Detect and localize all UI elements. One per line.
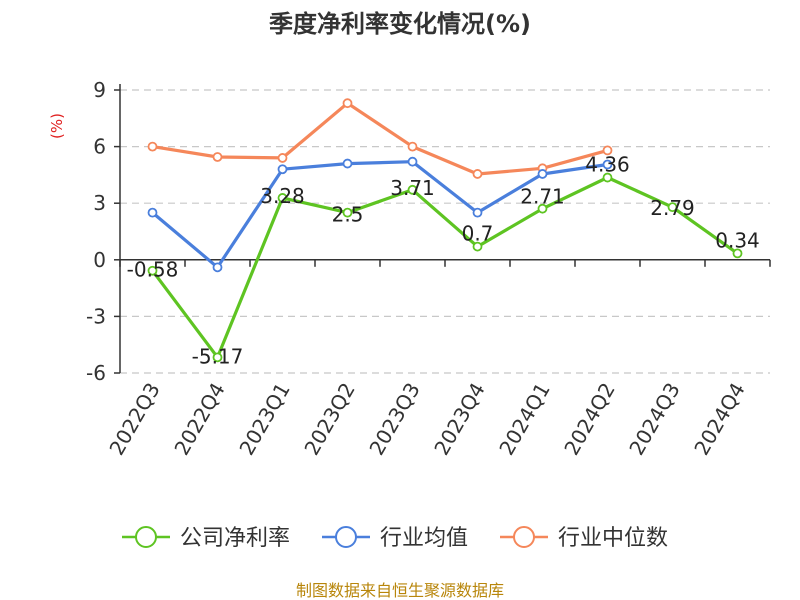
data-point xyxy=(667,202,678,213)
x-tick-label: 2023Q4 xyxy=(429,379,489,460)
data-source-note: 制图数据来自恒生聚源数据库 xyxy=(296,581,504,600)
data-point xyxy=(212,152,223,162)
series-1 xyxy=(147,156,613,273)
data-point xyxy=(537,169,548,179)
grid-lines xyxy=(114,89,770,374)
data-point xyxy=(602,172,613,183)
y-tick-labels: 9 6 3 0 -3 -6 xyxy=(86,78,106,385)
series-line xyxy=(150,160,610,269)
x-tick-label: 2023Q1 xyxy=(234,379,294,460)
data-point xyxy=(342,158,353,169)
data-point xyxy=(732,248,743,259)
data-point xyxy=(407,156,418,167)
data-point xyxy=(472,207,483,218)
data-label: 3.71 xyxy=(390,176,435,200)
data-label: 4.36 xyxy=(585,153,630,177)
legend-marker xyxy=(513,526,535,548)
legend-label: 公司净利率 xyxy=(180,526,290,551)
data-point xyxy=(472,241,483,252)
legend-item-0: 公司净利率 xyxy=(122,526,290,551)
data-label: 2.79 xyxy=(650,196,695,220)
legend-marker xyxy=(135,526,157,548)
x-tick-label: 2023Q3 xyxy=(364,379,424,460)
legend: 公司净利率 行业均值 行业中位数 xyxy=(122,526,668,551)
series-line xyxy=(150,101,610,176)
series-0 xyxy=(147,172,743,363)
data-point xyxy=(407,141,418,152)
series-line xyxy=(150,175,740,359)
data-point xyxy=(212,352,223,363)
x-tick-label: 2022Q4 xyxy=(169,379,229,460)
legend-item-1: 行业均值 xyxy=(322,526,468,551)
y-tick-label: -6 xyxy=(86,361,106,385)
legend-item-2: 行业中位数 xyxy=(500,526,668,551)
series-2 xyxy=(147,98,613,179)
y-axis-unit-label: (%) xyxy=(48,113,66,139)
data-point xyxy=(277,164,288,175)
x-tick-label: 2024Q2 xyxy=(559,379,619,460)
data-point xyxy=(147,141,158,152)
series-lines xyxy=(147,98,743,363)
data-point xyxy=(277,153,288,163)
data-label: 0.34 xyxy=(715,228,760,252)
legend-label: 行业中位数 xyxy=(558,526,668,551)
data-point xyxy=(342,98,353,109)
data-point xyxy=(342,207,353,218)
data-point xyxy=(212,262,223,273)
data-point xyxy=(407,184,418,195)
data-label: -0.58 xyxy=(127,258,179,282)
y-tick-label: -3 xyxy=(86,304,106,328)
legend-marker xyxy=(335,526,357,548)
data-label: 2.71 xyxy=(520,185,565,209)
data-point xyxy=(602,159,613,170)
data-label: 0.7 xyxy=(462,222,494,246)
data-label: 3.28 xyxy=(260,184,305,208)
x-tick-label: 2022Q3 xyxy=(104,379,164,460)
y-tick-label: 3 xyxy=(93,191,106,215)
data-label: 2.5 xyxy=(332,203,364,227)
y-tick-label: 6 xyxy=(93,135,106,159)
data-point xyxy=(472,169,483,179)
data-point xyxy=(537,203,548,214)
y-tick-label: 0 xyxy=(93,248,106,272)
axes xyxy=(119,84,770,373)
data-point xyxy=(602,145,613,156)
y-tick-label: 9 xyxy=(93,78,106,102)
data-point xyxy=(147,265,158,276)
data-labels: -0.58 -5.17 3.28 2.5 3.71 0.7 2.71 4.36 2.79 0.34 xyxy=(127,153,760,369)
x-tick-label: 2024Q3 xyxy=(624,379,684,460)
x-tick-label: 2024Q1 xyxy=(494,379,554,460)
data-point xyxy=(147,207,158,218)
x-tick-label: 2024Q4 xyxy=(689,379,749,460)
data-point xyxy=(277,193,288,203)
data-label: -5.17 xyxy=(192,344,244,368)
x-tick-label: 2023Q2 xyxy=(299,379,359,460)
chart-title: 季度净利率变化情况(%) xyxy=(269,10,531,38)
legend-label: 行业均值 xyxy=(380,526,468,551)
